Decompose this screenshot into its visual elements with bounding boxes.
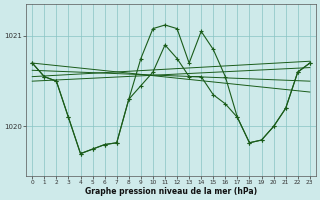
X-axis label: Graphe pression niveau de la mer (hPa): Graphe pression niveau de la mer (hPa)	[85, 187, 257, 196]
